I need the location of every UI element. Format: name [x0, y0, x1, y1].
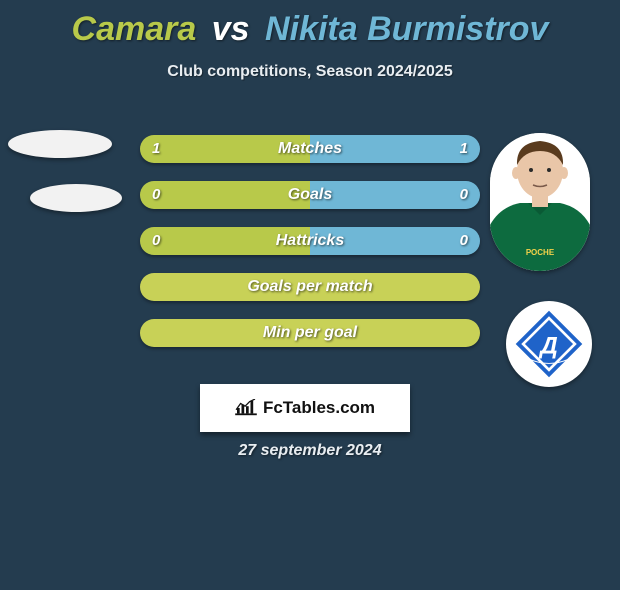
stat-left-value: 0	[152, 181, 160, 209]
player2-name: Nikita Burmistrov	[265, 10, 548, 48]
date-label: 27 september 2024	[0, 442, 620, 460]
stat-label: Goals per match	[140, 273, 480, 301]
stat-row: Hattricks0 0	[140, 227, 480, 255]
chart-icon	[235, 399, 257, 417]
player2-photo: РОСНЕ	[490, 133, 590, 271]
comparison-title: Camara vs Nikita Burmistrov	[0, 10, 620, 49]
stat-label: Goals	[140, 181, 480, 209]
svg-text:РОСНЕ: РОСНЕ	[526, 248, 555, 257]
stat-left-value: 0	[152, 227, 160, 255]
subtitle: Club competitions, Season 2024/2025	[0, 63, 620, 81]
stat-label: Matches	[140, 135, 480, 163]
player1-photo-placeholder	[8, 130, 112, 158]
vs-label: vs	[212, 10, 250, 48]
stat-row: Matches1 1	[140, 135, 480, 163]
player1-name: Camara	[72, 10, 197, 48]
stat-row: Min per goal	[140, 319, 480, 347]
player1-avatar-area	[8, 130, 122, 212]
site-name: FcTables.com	[263, 398, 375, 418]
stats-container: Matches11Goals00Hattricks00Goals per mat…	[140, 135, 480, 365]
stat-right-value: 1	[460, 135, 468, 163]
stat-row: Goals per match	[140, 273, 480, 301]
player2-avatar-area: РОСНЕ Д	[490, 133, 592, 387]
stat-row: Goals0 0	[140, 181, 480, 209]
stat-right-value: 0	[460, 181, 468, 209]
site-attribution: FcTables.com	[200, 384, 410, 432]
stat-right-value: 0	[460, 227, 468, 255]
svg-text:Д: Д	[538, 332, 557, 359]
stat-left-value: 1	[152, 135, 160, 163]
stat-label: Hattricks	[140, 227, 480, 255]
player2-club-badge: Д	[506, 301, 592, 387]
player1-club-placeholder	[30, 184, 122, 212]
stat-label: Min per goal	[140, 319, 480, 347]
